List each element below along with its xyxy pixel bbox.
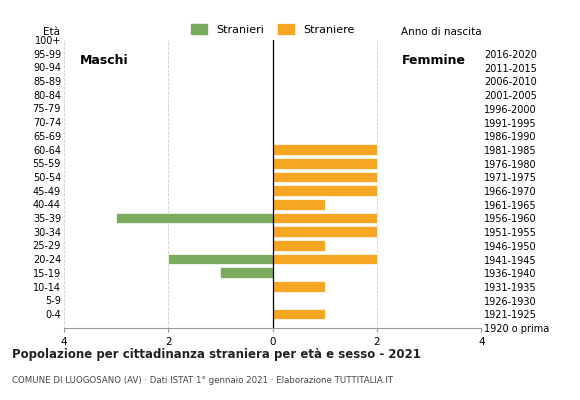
Bar: [116, 213, 273, 223]
Bar: [273, 240, 325, 251]
Bar: [168, 254, 273, 264]
Text: Maschi: Maschi: [79, 54, 128, 67]
Bar: [220, 268, 273, 278]
Text: Età: Età: [42, 27, 60, 37]
Bar: [273, 213, 377, 223]
Text: Anno di nascita: Anno di nascita: [401, 27, 481, 37]
Text: COMUNE DI LUOGOSANO (AV) · Dati ISTAT 1° gennaio 2021 · Elaborazione TUTTITALIA.: COMUNE DI LUOGOSANO (AV) · Dati ISTAT 1°…: [12, 376, 393, 385]
Bar: [273, 158, 377, 168]
Bar: [273, 172, 377, 182]
Bar: [273, 281, 325, 292]
Text: Femmine: Femmine: [402, 54, 466, 67]
Legend: Stranieri, Straniere: Stranieri, Straniere: [186, 20, 359, 39]
Text: Popolazione per cittadinanza straniera per età e sesso - 2021: Popolazione per cittadinanza straniera p…: [12, 348, 420, 361]
Bar: [273, 199, 325, 210]
Bar: [273, 144, 377, 155]
Bar: [273, 226, 377, 237]
Bar: [273, 254, 377, 264]
Bar: [273, 308, 325, 319]
Bar: [273, 185, 377, 196]
